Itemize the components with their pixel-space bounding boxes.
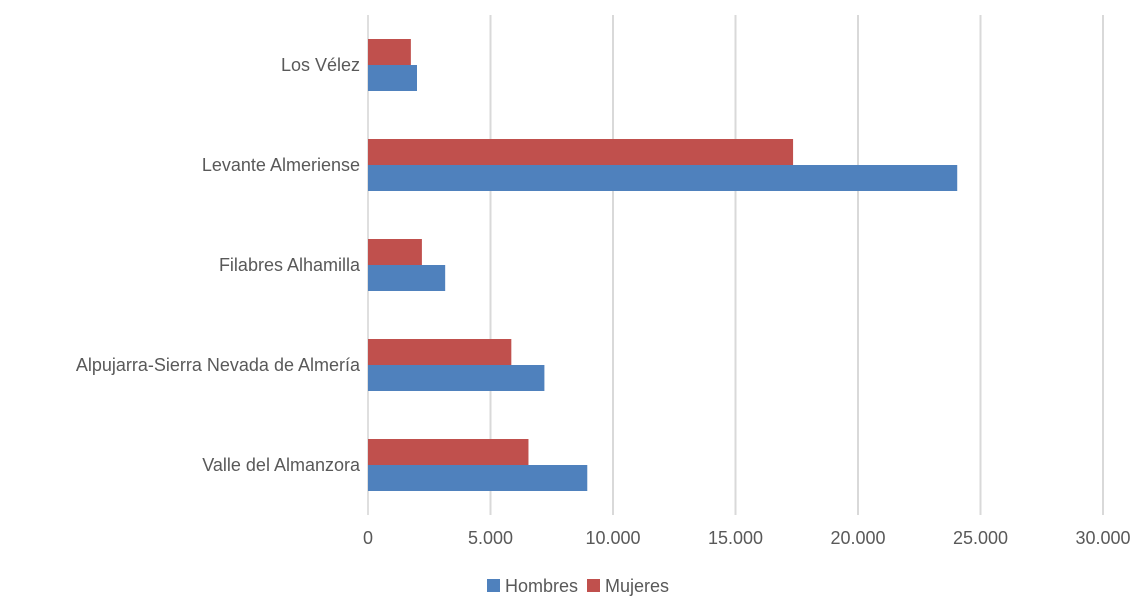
x-tick-label: 10.000 xyxy=(585,528,640,548)
bar-mujeres xyxy=(368,339,512,365)
category-label: Filabres Alhamilla xyxy=(219,255,361,275)
bar-hombres xyxy=(368,365,545,391)
bar-hombres xyxy=(368,65,417,91)
bar-mujeres xyxy=(368,139,794,165)
category-label: Levante Almeriense xyxy=(202,155,360,175)
category-label: Valle del Almanzora xyxy=(202,455,361,475)
bar-hombres xyxy=(368,465,588,491)
x-tick-label: 20.000 xyxy=(830,528,885,548)
bar-hombres xyxy=(368,165,958,191)
x-tick-label: 30.000 xyxy=(1075,528,1130,548)
legend-swatch-mujeres xyxy=(587,579,600,592)
legend: Hombres Mujeres xyxy=(487,576,669,596)
x-tick-label: 0 xyxy=(363,528,373,548)
legend-label-hombres: Hombres xyxy=(505,576,578,596)
gridlines xyxy=(367,15,1104,515)
legend-swatch-hombres xyxy=(487,579,500,592)
legend-label-mujeres: Mujeres xyxy=(605,576,669,596)
category-label: Los Vélez xyxy=(281,55,360,75)
bar-mujeres xyxy=(368,239,422,265)
category-label: Alpujarra-Sierra Nevada de Almería xyxy=(76,355,361,375)
bar-mujeres xyxy=(368,39,411,65)
bar-hombres xyxy=(368,265,446,291)
x-tick-label: 15.000 xyxy=(708,528,763,548)
bar-mujeres xyxy=(368,439,529,465)
x-tick-label: 5.000 xyxy=(468,528,513,548)
x-tick-labels: 0 5.000 10.000 15.000 20.000 25.000 30.000 xyxy=(363,528,1131,548)
bars xyxy=(368,39,958,491)
x-tick-label: 25.000 xyxy=(953,528,1008,548)
category-labels: Los Vélez Levante Almeriense Filabres Alha… xyxy=(76,55,361,475)
